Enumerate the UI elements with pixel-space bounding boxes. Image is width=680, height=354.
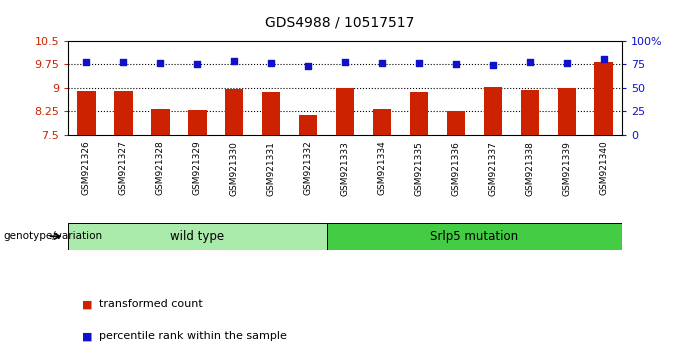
Bar [336, 88, 354, 135]
Text: GSM921338: GSM921338 [526, 141, 534, 195]
Bar [78, 91, 96, 135]
Text: GSM921332: GSM921332 [304, 141, 313, 195]
Bar [447, 111, 465, 135]
Text: transformed count: transformed count [99, 299, 203, 309]
Text: GDS4988 / 10517517: GDS4988 / 10517517 [265, 16, 415, 30]
Text: ■: ■ [82, 299, 92, 309]
Point [303, 63, 313, 69]
Point [413, 60, 424, 66]
Bar [114, 91, 133, 135]
Point [81, 59, 92, 64]
Text: Srlp5 mutation: Srlp5 mutation [430, 230, 518, 243]
Text: genotype/variation: genotype/variation [3, 232, 103, 241]
Text: GSM921336: GSM921336 [452, 141, 460, 195]
Bar [299, 115, 318, 135]
Point [118, 59, 129, 64]
Bar [373, 109, 391, 135]
Point [155, 60, 166, 66]
Point [266, 60, 277, 66]
Text: GSM921335: GSM921335 [415, 141, 424, 195]
Bar [326, 223, 622, 250]
Point [561, 60, 572, 66]
Text: GSM921337: GSM921337 [488, 141, 497, 195]
Text: GSM921327: GSM921327 [119, 141, 128, 195]
Bar [558, 88, 576, 135]
Bar [262, 92, 280, 135]
Point [192, 61, 203, 66]
Text: percentile rank within the sample: percentile rank within the sample [99, 331, 286, 341]
Point [339, 59, 350, 65]
Point [598, 57, 609, 62]
Bar [410, 92, 428, 135]
Text: GSM921328: GSM921328 [156, 141, 165, 195]
Text: GSM921331: GSM921331 [267, 141, 275, 195]
Point [450, 61, 461, 67]
Point [377, 60, 388, 66]
Bar [68, 223, 326, 250]
Bar [483, 87, 502, 135]
Text: GSM921340: GSM921340 [599, 141, 608, 195]
Bar [225, 88, 243, 135]
Text: wild type: wild type [170, 230, 224, 243]
Point [524, 59, 535, 65]
Text: GSM921326: GSM921326 [82, 141, 91, 195]
Text: GSM921329: GSM921329 [193, 141, 202, 195]
Point [228, 58, 239, 64]
Text: GSM921330: GSM921330 [230, 141, 239, 195]
Text: ■: ■ [82, 331, 92, 341]
Text: GSM921333: GSM921333 [341, 141, 350, 195]
Bar [151, 109, 169, 135]
Bar [594, 62, 613, 135]
Text: GSM921339: GSM921339 [562, 141, 571, 195]
Bar [521, 90, 539, 135]
Bar [188, 109, 207, 135]
Text: GSM921334: GSM921334 [377, 141, 386, 195]
Point [488, 62, 498, 68]
